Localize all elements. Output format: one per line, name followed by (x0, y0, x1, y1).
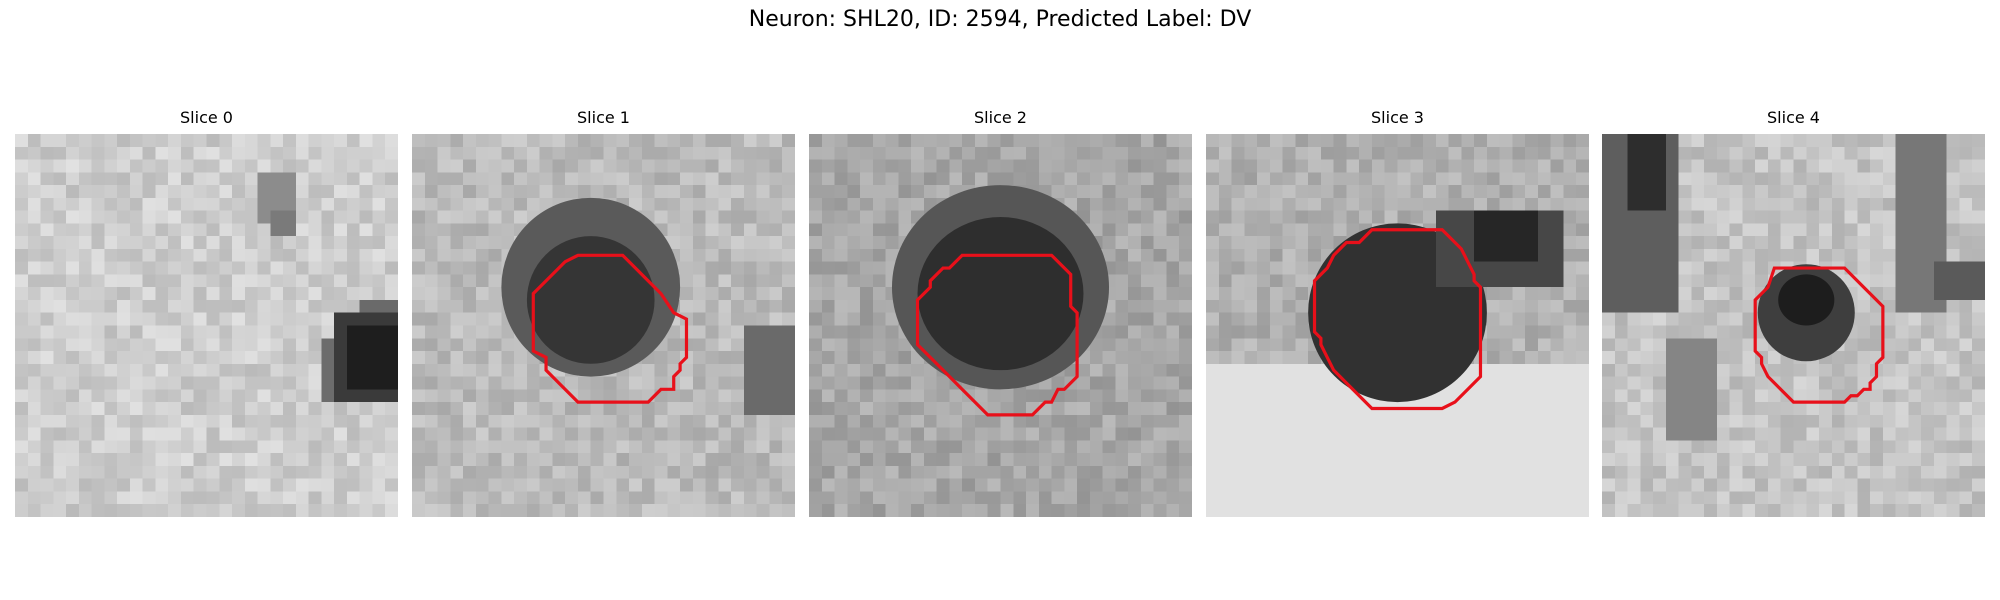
slice-image-3 (1206, 134, 1589, 517)
slice-title-3: Slice 3 (1371, 108, 1424, 127)
slice-title-4: Slice 4 (1767, 108, 1820, 127)
cell-outline-4 (1753, 266, 1885, 404)
slice-image-1 (412, 134, 795, 517)
slice-title-0: Slice 0 (180, 108, 233, 127)
slice-image-2 (809, 134, 1192, 517)
slice-image-0 (15, 134, 398, 517)
figure-title: Neuron: SHL20, ID: 2594, Predicted Label… (748, 7, 1252, 32)
cell-outline-2 (915, 253, 1079, 417)
slice-title-2: Slice 2 (974, 108, 1027, 127)
cell-outline-3 (1312, 228, 1483, 411)
slice-image-4 (1602, 134, 1985, 517)
texture-0 (15, 134, 398, 517)
slice-title-1: Slice 1 (577, 108, 630, 127)
cell-outline-1 (531, 253, 689, 404)
